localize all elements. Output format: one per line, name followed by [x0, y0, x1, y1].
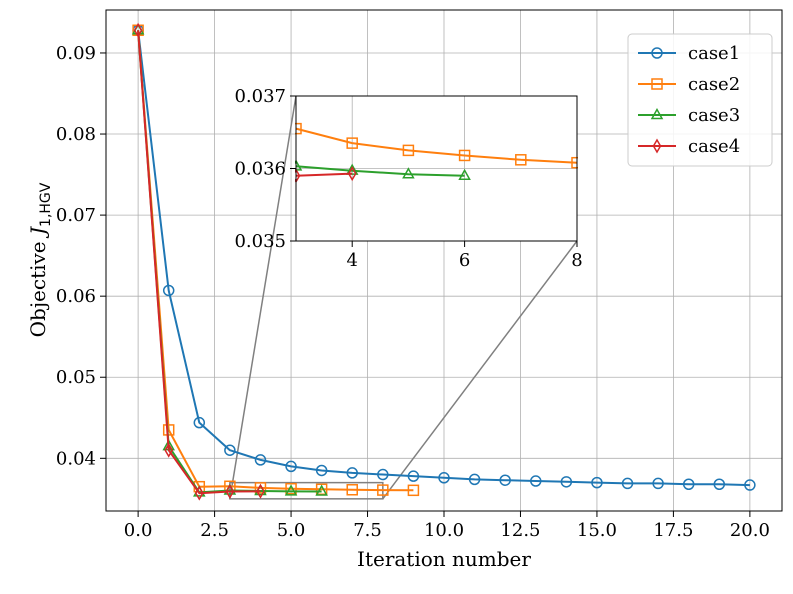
inset-frame	[295, 95, 578, 242]
x-tick-label: 20.0	[730, 520, 770, 541]
inset-series-layer	[295, 122, 578, 184]
series-layer	[131, 22, 756, 501]
inset-connector-line	[229, 95, 297, 499]
inset-y-tick-label: 0.035	[234, 231, 286, 252]
x-tick-label: 7.5	[353, 520, 382, 541]
data-point	[284, 484, 298, 496]
data-point	[652, 477, 664, 490]
inset-data-point	[458, 168, 471, 180]
series-line	[137, 30, 261, 495]
y-tick-label: 0.07	[56, 205, 96, 226]
legend-label: case3	[688, 105, 740, 126]
data-point	[682, 478, 695, 490]
x-tick-label: 10.0	[424, 520, 464, 541]
inset-data-point	[402, 144, 415, 157]
inset-plot: 0.035 0.036 0.037 4 6 8	[234, 86, 582, 271]
data-point	[285, 482, 297, 495]
y-tick-label: 0.04	[56, 448, 96, 469]
data-point	[224, 444, 236, 456]
series-line	[137, 30, 414, 492]
inset-data-point	[346, 137, 358, 149]
data-point	[285, 460, 297, 473]
data-point	[315, 483, 328, 496]
y-axis-label-var: J	[26, 226, 50, 239]
inset-series-line	[295, 165, 465, 177]
x-axis-label: Iteration number	[357, 547, 531, 571]
x-tick-label: 5.0	[277, 520, 306, 541]
axis-ticks: 0.0 2.5 5.0 7.5 10.0 12.5 15.0 17.5 20.0 0.04 0.05…	[56, 43, 770, 541]
data-point	[133, 22, 143, 38]
data-point	[407, 484, 420, 497]
series-case2	[132, 24, 420, 497]
data-point	[499, 474, 511, 486]
x-tick-label: 15.0	[577, 520, 617, 541]
data-point	[256, 483, 265, 499]
legend-label: case2	[688, 74, 740, 95]
data-point	[346, 467, 358, 479]
inset-data-point	[515, 154, 527, 166]
y-tick-label: 0.09	[56, 43, 96, 64]
data-point	[254, 482, 267, 494]
inset-x-tick-label: 8	[571, 250, 582, 271]
data-point	[162, 284, 175, 297]
legend-label: case1	[688, 43, 740, 64]
data-point	[530, 475, 542, 487]
data-point	[621, 477, 634, 490]
y-axis-label: Objective J1,HGV	[26, 182, 54, 337]
inset-series-line	[295, 127, 578, 164]
inset-data-point	[402, 167, 415, 179]
legend-item-case3: case3	[638, 105, 740, 126]
legend: case1 case2 case3 case4	[627, 33, 773, 167]
data-point	[225, 484, 235, 500]
y-axis-label-prefix: Objective	[26, 235, 50, 337]
legend-marker	[651, 78, 663, 90]
data-point	[254, 454, 267, 466]
legend-marker	[650, 107, 664, 120]
data-point	[315, 484, 328, 496]
data-point	[560, 476, 573, 488]
legend-label: case4	[688, 136, 740, 157]
inset-y-tick-label: 0.036	[234, 159, 286, 180]
data-point	[713, 478, 726, 490]
x-tick-label: 17.5	[653, 520, 693, 541]
legend-box	[627, 33, 773, 167]
data-point	[407, 470, 420, 482]
inset-x-tick-label: 6	[459, 250, 470, 271]
inset-x-tick-label: 4	[346, 250, 357, 271]
data-point	[377, 484, 389, 496]
y-tick-label: 0.08	[56, 124, 96, 145]
inset-series-line	[295, 172, 353, 177]
y-axis-label-sub: 1,HGV	[38, 182, 54, 227]
legend-item-case4: case4	[638, 136, 740, 157]
y-tick-label: 0.06	[56, 286, 96, 307]
x-tick-label: 0.0	[124, 520, 153, 541]
x-tick-label: 2.5	[200, 520, 229, 541]
inset-y-tick-label: 0.037	[234, 86, 286, 107]
inset-data-point	[458, 149, 471, 162]
data-point	[164, 442, 174, 458]
legend-marker	[652, 138, 662, 154]
x-tick-label: 12.5	[500, 520, 540, 541]
series-line	[137, 30, 750, 487]
data-point	[346, 484, 358, 496]
inset-connector-line	[382, 240, 578, 500]
data-point	[194, 485, 204, 501]
data-point	[438, 472, 450, 484]
y-tick-label: 0.05	[56, 367, 96, 388]
inset-data-point	[347, 166, 357, 182]
data-point	[744, 479, 756, 491]
legend-marker	[651, 47, 663, 59]
data-point	[193, 416, 206, 429]
data-point	[377, 468, 389, 481]
legend-item-case1: case1	[638, 43, 740, 64]
series-case4	[133, 22, 265, 501]
legend-item-case2: case2	[638, 74, 740, 95]
data-point	[591, 476, 603, 489]
data-point	[315, 464, 328, 477]
data-point	[468, 473, 481, 486]
